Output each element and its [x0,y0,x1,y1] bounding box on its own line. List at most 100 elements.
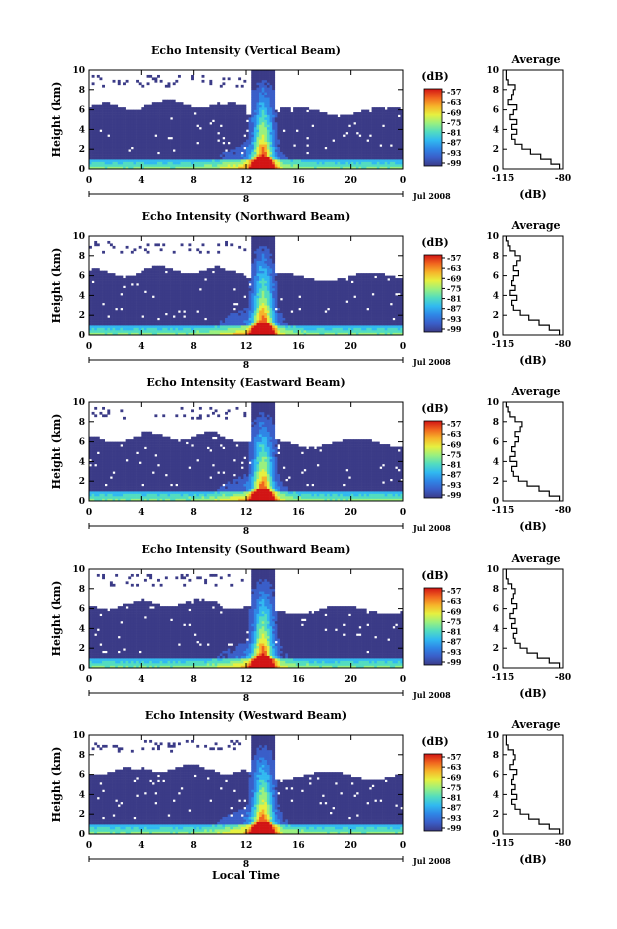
heatmap-cell [300,109,304,113]
heatmap-cell [206,114,210,118]
heatmap-cell [300,307,304,311]
heatmap-cell [319,159,323,162]
average-y-tick-label: 6 [493,106,499,116]
heatmap-cell [151,159,155,162]
heatmap-cell [130,139,134,143]
heatmap-cell [259,156,262,160]
heatmap-cell [266,310,270,314]
heatmap-cell [232,166,236,170]
heatmap-cell [238,307,242,311]
heatmap-cell [274,159,278,162]
heatmap-cell [177,332,181,336]
heatmap-cell [104,307,108,311]
heatmap-cell [198,149,202,152]
heatmap-cell [133,164,137,167]
heatmap-cell [397,151,401,155]
heatmap-cell [206,310,210,314]
heatmap-cell [196,107,200,110]
heatmap-cell [115,131,119,135]
heatmap-cell [96,139,100,143]
heatmap-cell [206,139,210,143]
heatmap-cell [102,330,105,333]
heatmap-cell [154,164,158,167]
heatmap-cell [159,79,163,83]
heatmap-cell [374,322,378,326]
heatmap-cell [214,136,218,140]
heatmap-cell [230,154,234,157]
heatmap-cell [209,322,213,326]
heatmap-cell [164,112,168,115]
heatmap-cell [324,139,328,143]
heatmap-cell [196,315,200,318]
heatmap-cell [389,139,393,143]
heatmap-cell [261,107,265,110]
heatmap-cell [115,310,119,314]
heatmap-cell [217,322,221,326]
heatmap-cell [259,84,262,88]
heatmap-cell [382,317,385,321]
heatmap-cell [303,154,307,157]
heatmap-cell [196,305,200,309]
heatmap-cell [253,330,257,333]
heatmap-cell [102,327,105,331]
heatmap-cell [120,325,124,328]
heatmap-cell [308,131,312,135]
heatmap-cell [311,144,315,148]
heatmap-cell [149,124,153,128]
heatmap-cell [251,330,255,333]
heatmap-cell [162,117,166,120]
heatmap-cell [334,161,338,165]
heatmap-cell [264,74,268,78]
heatmap-cell [266,119,270,123]
heatmap-cell [295,330,299,333]
heatmap-cell [280,134,283,138]
heatmap-cell [196,109,200,113]
heatmap-cell [104,146,108,150]
heatmap-cell [337,307,341,311]
heatmap-cell [282,310,286,314]
heatmap-cell [89,327,92,331]
heatmap-cell [264,87,268,91]
heatmap-cell [355,126,359,130]
heatmap-cell [361,124,365,128]
heatmap-cell [290,149,294,152]
heatmap-cell [293,310,297,314]
heatmap-cell [102,166,105,170]
heatmap-cell [240,104,244,108]
heatmap-cell [185,141,189,145]
heatmap-cell [112,305,116,309]
heatmap-cell [277,312,281,316]
heatmap-cell [141,146,145,150]
heatmap-cell [382,136,385,140]
heatmap-cell [143,149,147,152]
heatmap-cell [374,114,378,118]
heatmap-cell [251,104,255,108]
heatmap-cell [329,159,333,162]
heatmap-cell [162,156,166,160]
heatmap-cell [164,114,168,118]
heatmap-cell [143,305,147,309]
heatmap-cell [306,317,310,321]
heatmap-cell [214,151,218,155]
heatmap-cell [214,139,218,143]
heatmap-cell [117,109,121,113]
heatmap-cell [337,320,341,323]
heatmap-cell [246,322,249,326]
heatmap-cell [256,330,260,333]
heatmap-cell [185,315,189,318]
heatmap-cell [96,134,100,138]
heatmap-cell [272,144,276,148]
heatmap-cell [204,107,208,110]
heatmap-cell [162,302,166,306]
heatmap-cell [321,330,325,333]
heatmap-cell [246,330,249,333]
heatmap-cell [133,327,137,331]
heatmap-cell [214,107,218,110]
heatmap-cell [290,297,294,301]
heatmap-cell [340,126,344,130]
heatmap-cell [280,124,283,128]
heatmap-cell [240,117,244,120]
heatmap-cell [149,322,153,326]
heatmap-cell [91,310,95,314]
heatmap-cell [366,109,370,113]
